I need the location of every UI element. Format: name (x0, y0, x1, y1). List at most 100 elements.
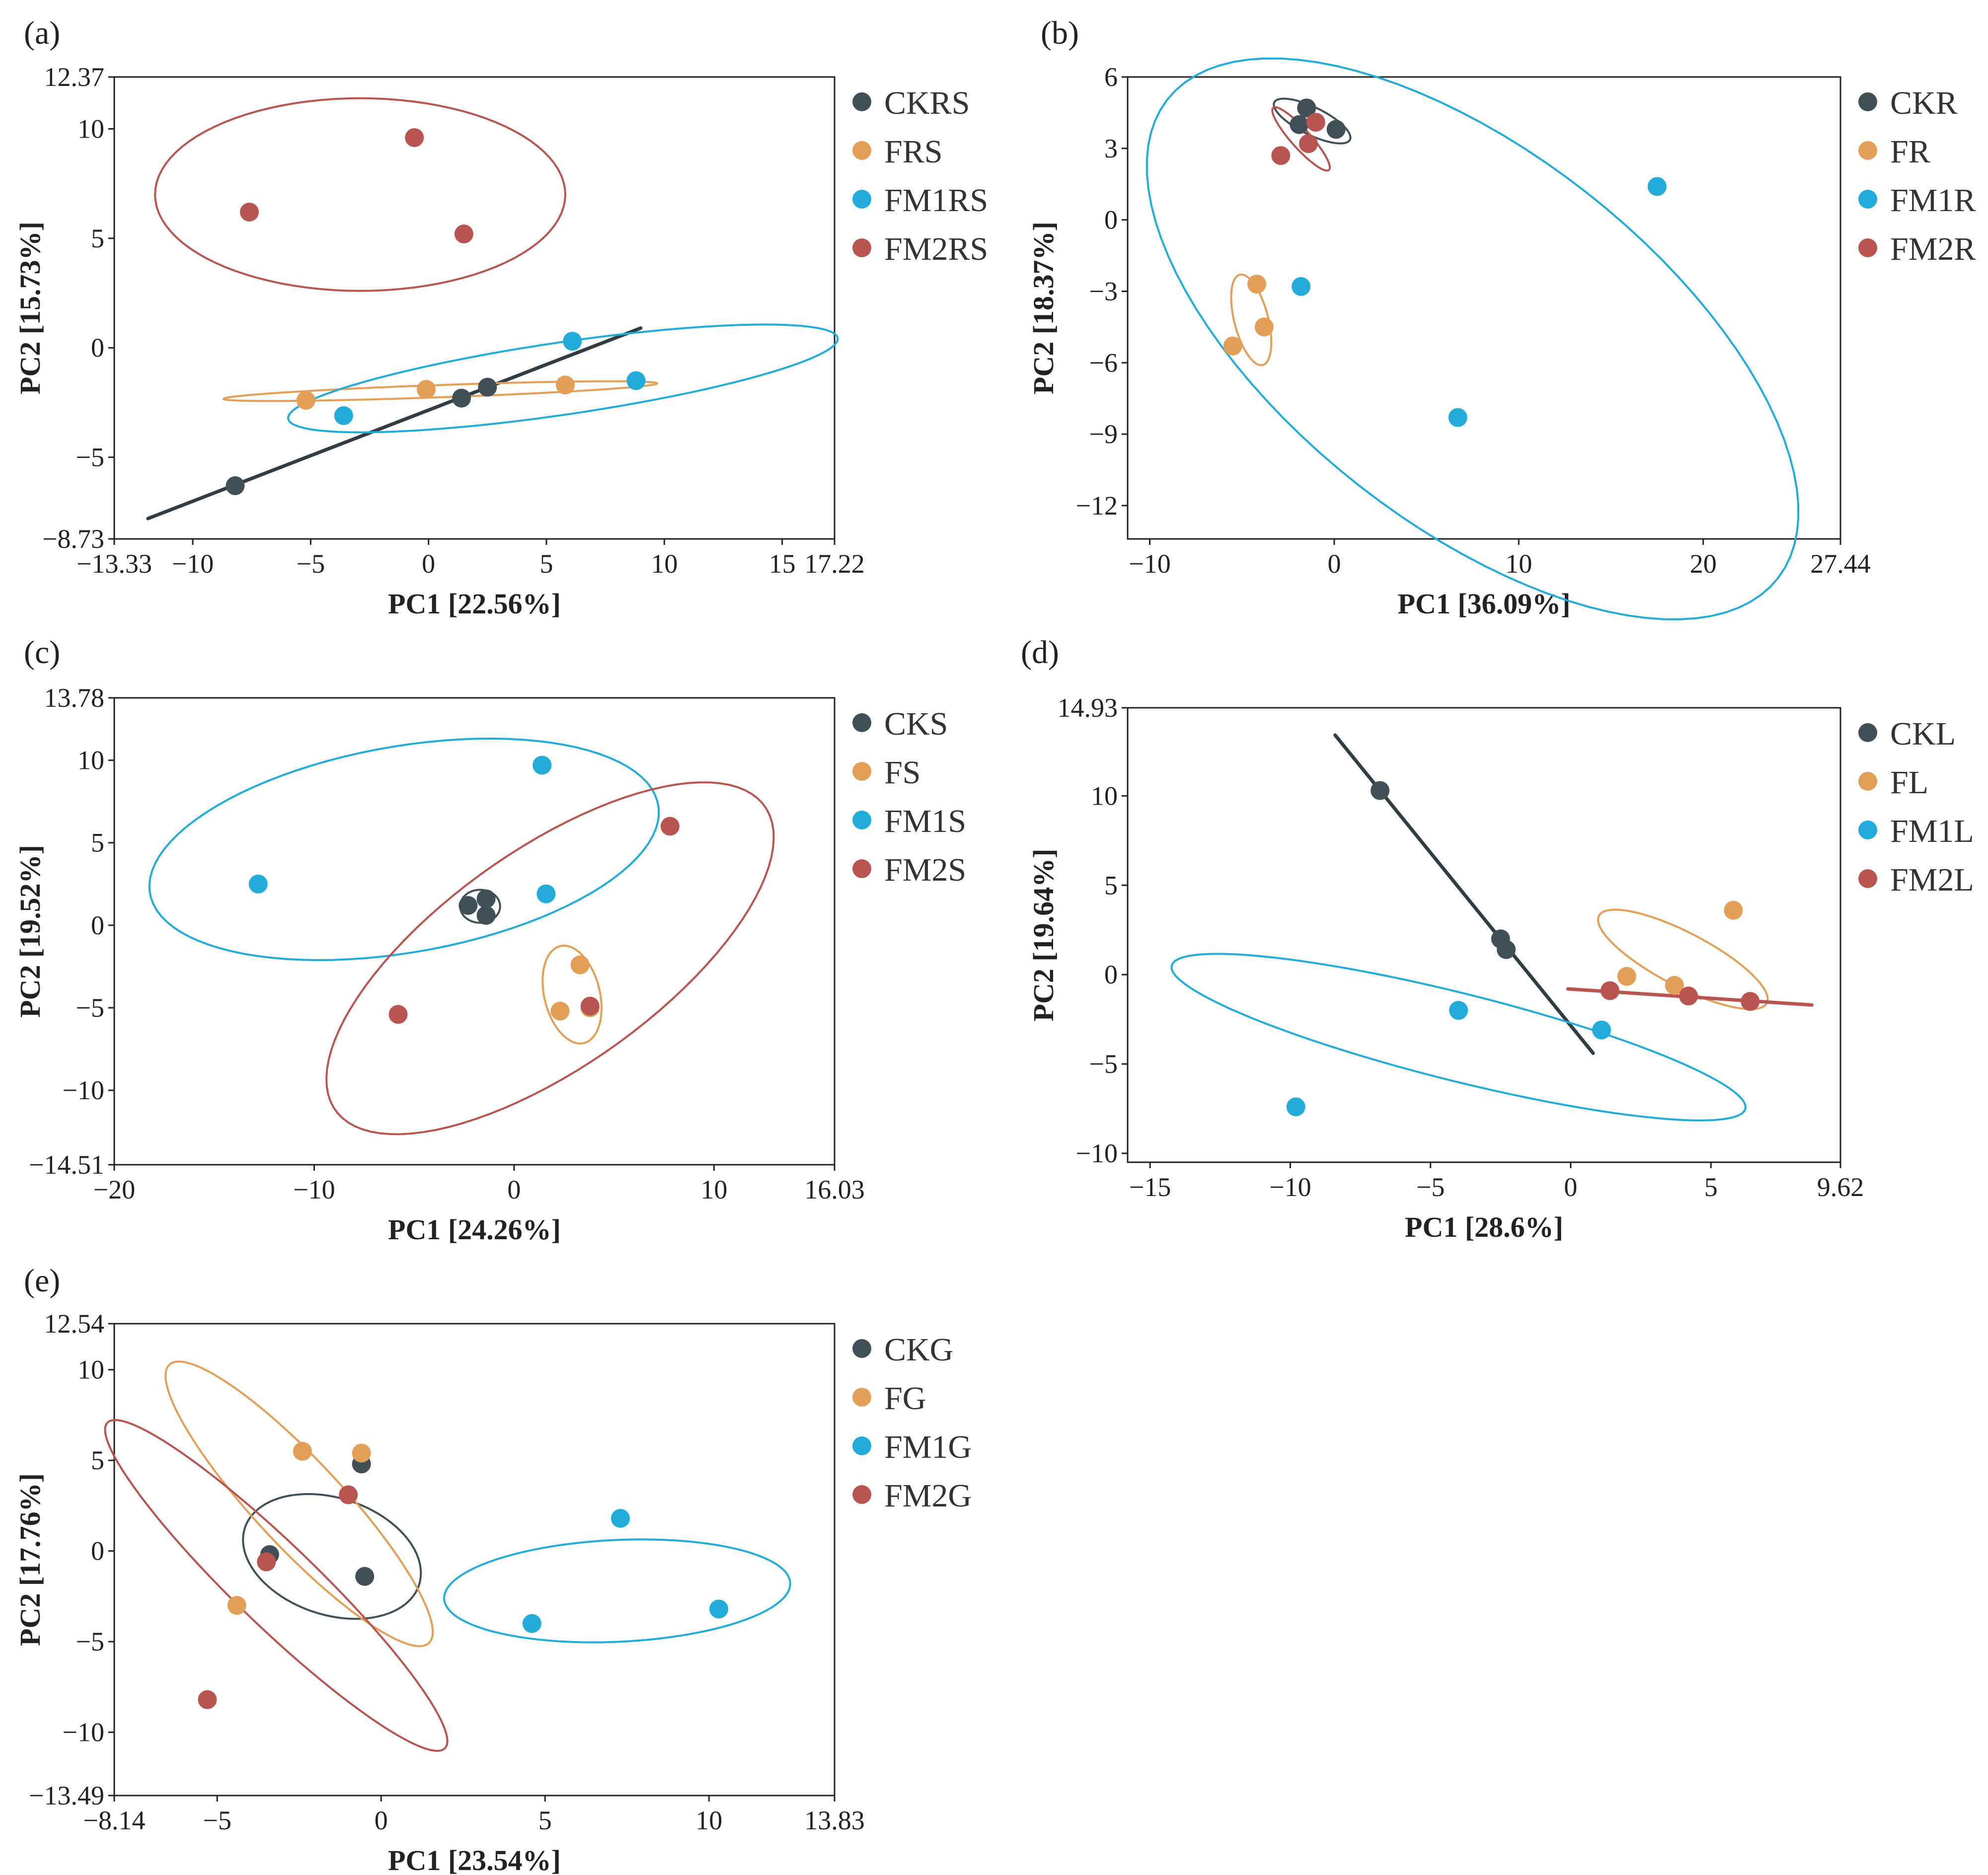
legend-label-FR: FR (1890, 134, 1930, 170)
point-FR (1247, 275, 1266, 294)
plot-frame (1127, 76, 1841, 540)
legend-label-CKL: CKL (1890, 716, 1956, 752)
y-tick-label: −10 (63, 1718, 104, 1747)
y-tick-label: −14.51 (29, 1150, 104, 1180)
panel-label: (a) (24, 15, 60, 51)
legend-label-FM1G: FM1G (884, 1429, 972, 1465)
point-CKRS (478, 377, 497, 397)
x-tick-label: 0 (1564, 1172, 1577, 1202)
x-tick-label: 5 (1704, 1172, 1718, 1202)
point-FM2S (580, 996, 600, 1016)
legend-label-CKG: CKG (884, 1332, 953, 1368)
legend-marker-FS (852, 762, 871, 781)
x-tick-label: 15 (769, 549, 796, 579)
y-tick-label: 5 (91, 224, 104, 253)
y-tick-label: 14.93 (1058, 693, 1118, 723)
x-tick-label: 10 (651, 549, 678, 579)
y-tick-label: 0 (91, 333, 104, 363)
x-tick-label: 9.62 (1817, 1172, 1864, 1202)
y-tick-label: 5 (91, 828, 104, 858)
ellipse-FM2 (1271, 106, 1331, 172)
y-axis-title: PC2 [19.64%] (1027, 849, 1060, 1022)
legend-marker-FL (1858, 772, 1877, 791)
x-axis-title: PC1 [28.6%] (1405, 1211, 1563, 1243)
y-tick-label: −12 (1076, 491, 1118, 521)
point-FM2RS (454, 225, 473, 244)
legend-label-CKR: CKR (1890, 85, 1958, 121)
ellipse-F (222, 380, 659, 402)
panel-3: (d) −15 −10 −5 0 5 9.62 14.93 10 5 0 −5 −10 PC1 [28.6… (1021, 634, 1974, 1243)
y-tick-label: 3 (1104, 134, 1118, 163)
panel-4: (e) −8.14 −5 0 5 10 13.83 12.54 10 5 0 −5 −10 −13.49 P… (14, 1263, 972, 1875)
ellipse-CK (1273, 97, 1352, 145)
x-tick-label: 5 (538, 1805, 552, 1835)
y-tick-label: 6 (1104, 62, 1118, 92)
legend-marker-FM2S (852, 859, 871, 878)
point-FM2RS (405, 128, 424, 148)
point-FM2L (1679, 986, 1698, 1006)
ellipse-FM2 (325, 781, 775, 1135)
y-tick-label: 0 (1104, 205, 1118, 235)
y-tick-label: 12.54 (44, 1309, 105, 1339)
y-tick-label: −5 (76, 443, 104, 472)
panel-label: (e) (24, 1263, 60, 1299)
legend-label-FM1RS: FM1RS (884, 182, 988, 219)
ellipse-FM1 (1146, 57, 1800, 620)
y-tick-label: −8.73 (42, 524, 104, 554)
point-CKRS (226, 476, 245, 495)
x-axis-title: PC1 [22.56%] (388, 588, 561, 620)
point-FL (1665, 975, 1684, 995)
x-tick-label: 20 (1690, 549, 1717, 579)
point-CKG (355, 1567, 375, 1586)
x-tick-label: 0 (375, 1805, 388, 1835)
ellipse-FM1 (148, 737, 660, 962)
point-FM1G (611, 1508, 630, 1528)
point-FM2S (660, 817, 680, 836)
point-FM1G (522, 1614, 541, 1633)
point-FS (570, 955, 590, 975)
point-FM2L (1600, 981, 1619, 1000)
y-tick-label: 0 (91, 1536, 104, 1566)
ellipse-FM1 (1170, 953, 1747, 1122)
x-tick-label: −10 (172, 549, 214, 579)
x-tick-label: −13.33 (76, 549, 152, 579)
point-FM1L (1449, 1001, 1468, 1020)
legend-marker-FRS (852, 141, 871, 160)
legend-label-FM2S: FM2S (884, 852, 966, 888)
y-axis-title: PC2 [18.37%] (1027, 222, 1060, 394)
legend-marker-CKRS (852, 92, 871, 111)
point-FS (550, 1001, 570, 1021)
panel-0: (a) −13.33 −10 −5 0 5 10 15 17.22 12.37 10 5 0 −5 −8.7… (14, 15, 988, 620)
y-tick-label: 12.37 (44, 62, 105, 92)
point-FG (293, 1441, 312, 1461)
y-tick-label: −5 (76, 1627, 104, 1656)
legend-label-FL: FL (1890, 764, 1928, 801)
point-FR (1254, 317, 1274, 337)
point-CKL (1371, 781, 1390, 800)
panel-label: (d) (1021, 634, 1059, 671)
point-FM2R (1306, 113, 1325, 132)
x-tick-label: 5 (540, 549, 553, 579)
point-FRS (555, 375, 575, 395)
x-tick-label: −5 (203, 1805, 231, 1835)
x-tick-label: −10 (1129, 549, 1170, 579)
y-tick-label: 5 (91, 1445, 104, 1475)
x-axis-title: PC1 [23.54%] (388, 1844, 561, 1875)
point-CKS (459, 896, 478, 915)
point-FM2RS (239, 202, 259, 222)
ellipse-F (1230, 273, 1273, 367)
ellipse-CK (242, 1493, 422, 1620)
point-FM1S (248, 874, 268, 894)
legend-label-CKS: CKS (884, 706, 948, 742)
legend-label-FS: FS (884, 754, 920, 791)
ellipse-FM2 (154, 97, 567, 292)
point-FL (1724, 900, 1743, 920)
legend-marker-FM2R (1858, 238, 1877, 257)
y-tick-label: −10 (63, 1075, 104, 1105)
plot-frame (113, 76, 836, 540)
point-FG (352, 1443, 371, 1463)
ellipse-FM1 (287, 323, 839, 434)
x-tick-label: 17.22 (804, 549, 865, 579)
ellipse-F (164, 1360, 434, 1648)
